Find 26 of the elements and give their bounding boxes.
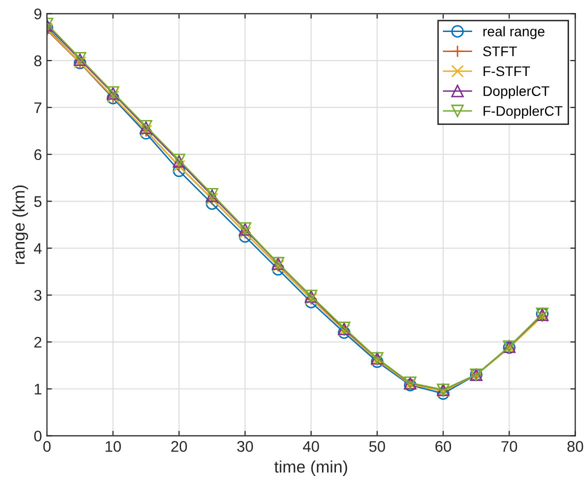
- legend-label: F-DopplerCT: [484, 106, 562, 119]
- y-tick-label: 6: [34, 149, 42, 160]
- y-tick-label: 5: [34, 196, 42, 207]
- legend-label: real range: [483, 26, 544, 40]
- y-axis-title: range (km): [12, 185, 28, 264]
- y-tick-label: 8: [34, 55, 42, 66]
- x-tick-label: 10: [106, 441, 121, 452]
- y-tick-label: 7: [34, 102, 42, 114]
- y-tick-label: 1: [34, 384, 42, 394]
- x-tick-label: 70: [502, 441, 518, 452]
- y-tick-label: 0: [34, 430, 42, 442]
- x-tick-label: 60: [435, 441, 452, 452]
- y-tick-label: 2: [34, 336, 42, 348]
- legend-label: DopplerCT: [484, 86, 550, 99]
- x-tick-label: 40: [302, 441, 320, 452]
- legend-label: F-STFT: [484, 66, 530, 76]
- y-tick-label: 9: [34, 8, 42, 20]
- legend-label: STFT: [483, 46, 517, 56]
- x-tick-label: 50: [369, 441, 386, 452]
- x-tick-label: 20: [171, 441, 187, 452]
- x-axis-title: time (min): [274, 460, 348, 476]
- y-tick-label: 3: [34, 290, 42, 301]
- y-tick-label: 4: [34, 243, 42, 254]
- x-tick-label: 0: [43, 441, 51, 452]
- x-tick-label: 30: [237, 441, 253, 452]
- x-tick-label: 80: [567, 441, 584, 452]
